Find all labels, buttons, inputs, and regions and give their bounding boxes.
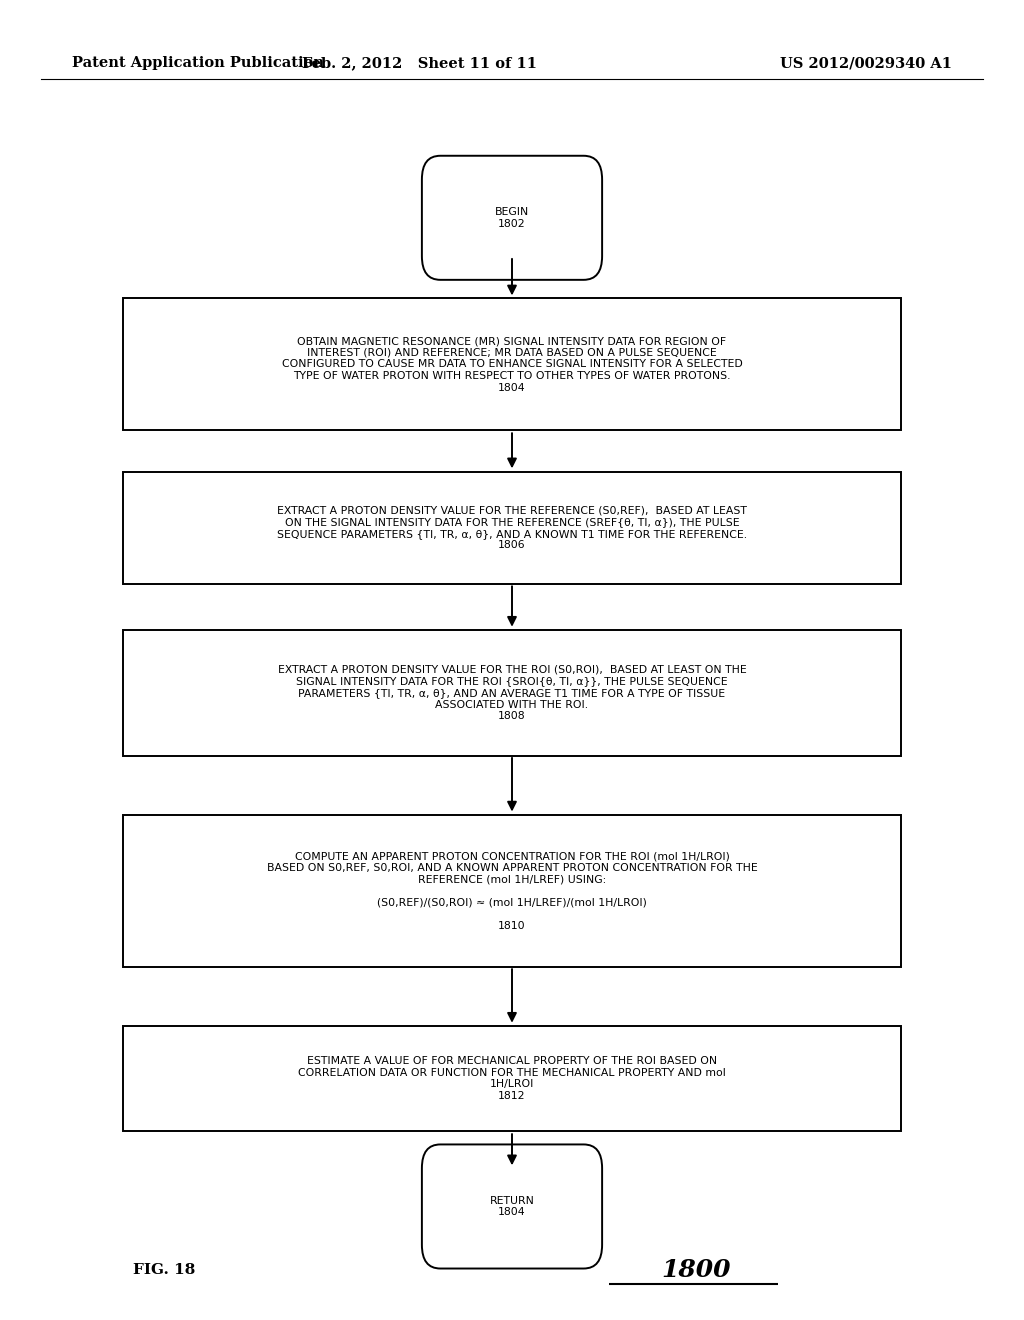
Text: OBTAIN MAGNETIC RESONANCE (MR) SIGNAL INTENSITY DATA FOR REGION OF
INTEREST (ROI: OBTAIN MAGNETIC RESONANCE (MR) SIGNAL IN… xyxy=(282,337,742,392)
FancyBboxPatch shape xyxy=(123,814,901,966)
Text: US 2012/0029340 A1: US 2012/0029340 A1 xyxy=(780,57,952,70)
Text: Patent Application Publication: Patent Application Publication xyxy=(72,57,324,70)
Text: COMPUTE AN APPARENT PROTON CONCENTRATION FOR THE ROI (mol 1H/LROI)
BASED ON S0,R: COMPUTE AN APPARENT PROTON CONCENTRATION… xyxy=(266,851,758,931)
FancyBboxPatch shape xyxy=(123,631,901,755)
Text: EXTRACT A PROTON DENSITY VALUE FOR THE REFERENCE (S0,REF),  BASED AT LEAST
ON TH: EXTRACT A PROTON DENSITY VALUE FOR THE R… xyxy=(276,506,748,550)
FancyBboxPatch shape xyxy=(123,1026,901,1131)
FancyBboxPatch shape xyxy=(123,473,901,583)
Text: EXTRACT A PROTON DENSITY VALUE FOR THE ROI (S0,ROI),  BASED AT LEAST ON THE
SIGN: EXTRACT A PROTON DENSITY VALUE FOR THE R… xyxy=(278,665,746,721)
Text: ESTIMATE A VALUE OF FOR MECHANICAL PROPERTY OF THE ROI BASED ON
CORRELATION DATA: ESTIMATE A VALUE OF FOR MECHANICAL PROPE… xyxy=(298,1056,726,1101)
FancyBboxPatch shape xyxy=(422,156,602,280)
Text: BEGIN
1802: BEGIN 1802 xyxy=(495,207,529,228)
Text: RETURN
1804: RETURN 1804 xyxy=(489,1196,535,1217)
FancyBboxPatch shape xyxy=(123,298,901,430)
Text: Feb. 2, 2012   Sheet 11 of 11: Feb. 2, 2012 Sheet 11 of 11 xyxy=(302,57,538,70)
Text: FIG. 18: FIG. 18 xyxy=(133,1263,196,1276)
Text: 1800: 1800 xyxy=(662,1258,731,1282)
FancyBboxPatch shape xyxy=(422,1144,602,1269)
